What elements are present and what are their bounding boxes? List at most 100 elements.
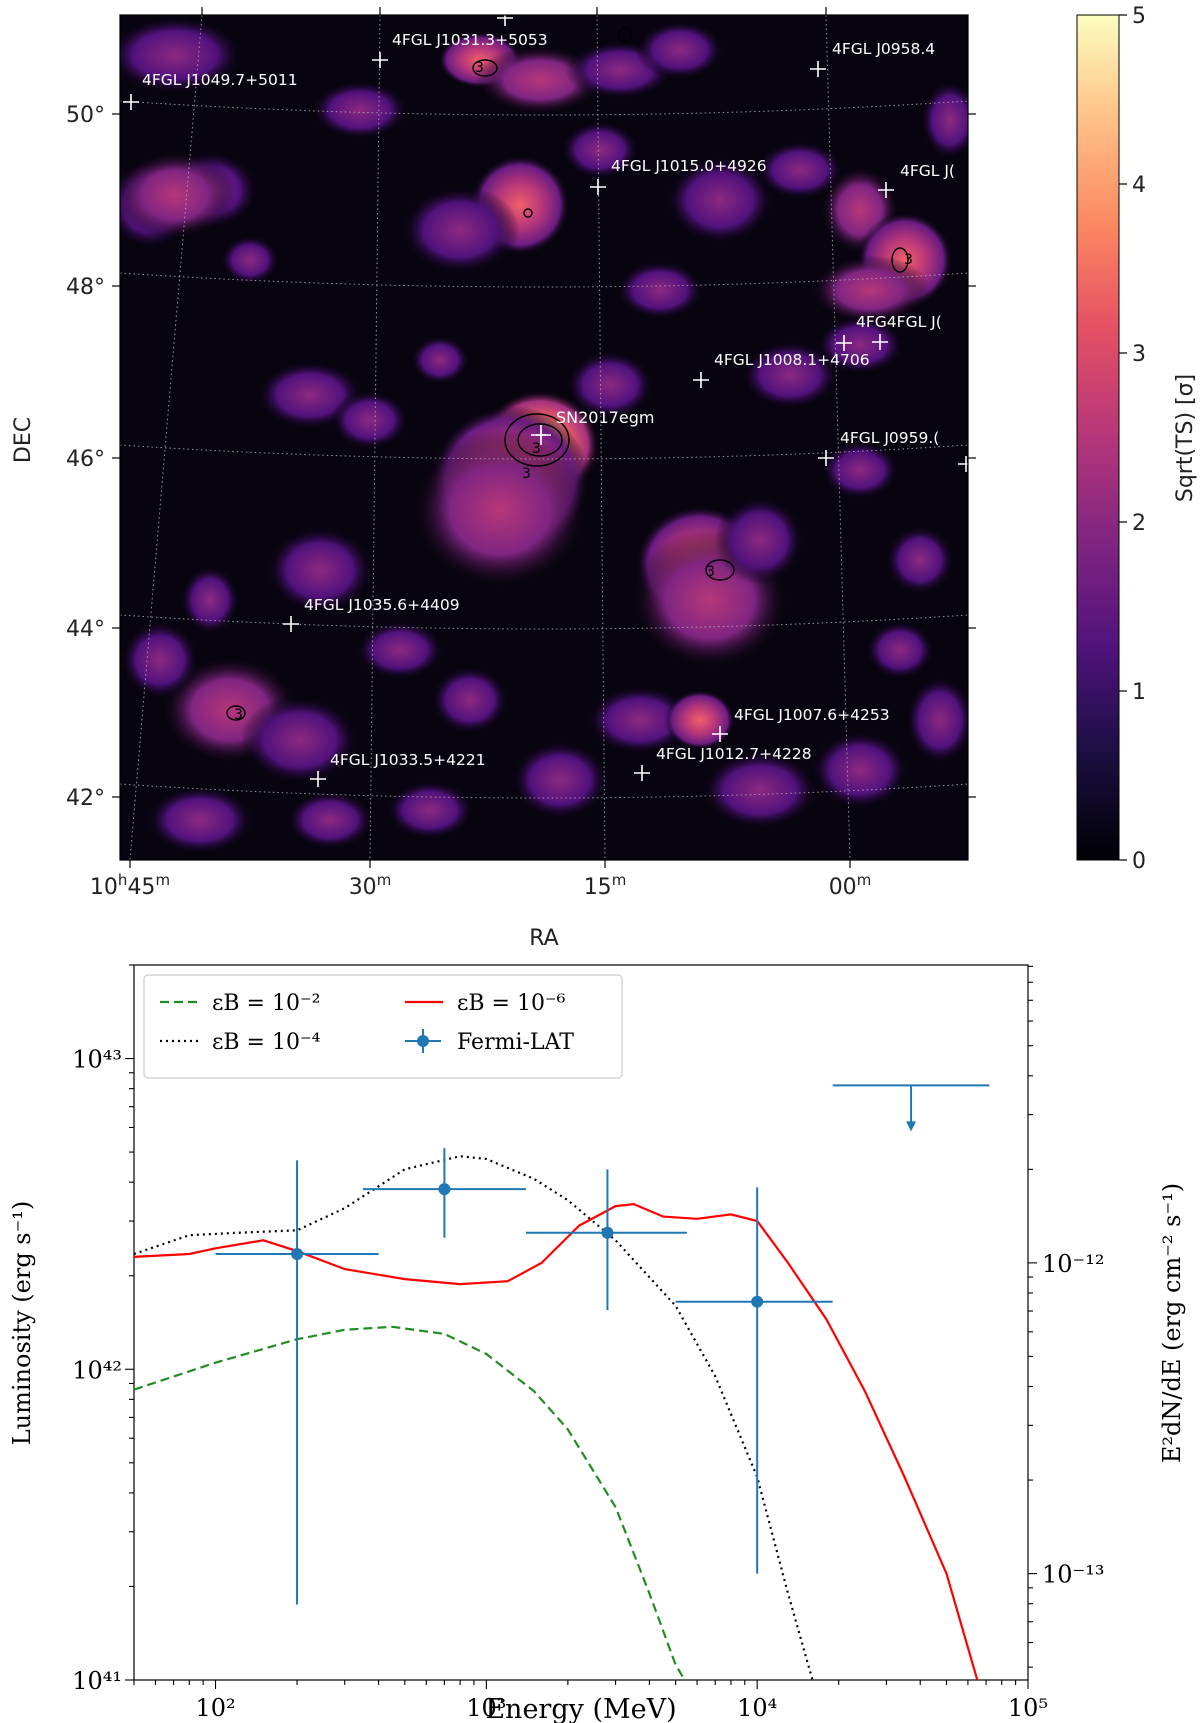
ts-contour xyxy=(226,705,246,721)
colorbar-tick-label: 3 xyxy=(1132,342,1146,367)
sed-series xyxy=(133,1084,990,1681)
sed-x-axis-label: Energy (MeV) xyxy=(485,1694,676,1723)
ra-grid-line xyxy=(129,15,203,860)
source-marker xyxy=(818,450,834,466)
dec-grid-line xyxy=(120,100,968,116)
map-x-tick-label: 30m xyxy=(349,871,392,900)
emission-blob xyxy=(120,620,200,700)
ts-contour xyxy=(517,423,563,457)
source-marker xyxy=(310,771,326,787)
ts-map-emission xyxy=(120,15,968,855)
sed-x-tick-label: 10⁴ xyxy=(737,1694,777,1722)
ts-map-frame xyxy=(119,14,969,861)
emission-blob xyxy=(715,495,805,585)
ts-contour xyxy=(891,247,909,273)
emission-blob xyxy=(400,185,520,275)
source-marker xyxy=(810,61,826,77)
source-marker xyxy=(958,456,968,472)
emission-blob xyxy=(240,695,360,785)
contour-level-label: 3 xyxy=(522,466,531,482)
source-marker xyxy=(878,182,894,198)
dec-grid-line xyxy=(120,272,968,288)
sed-y-right-tick-label: 10⁻¹³ xyxy=(1042,1561,1104,1589)
source-label: 4FGL J1007.6+4253 xyxy=(734,706,890,724)
emission-blob xyxy=(920,80,968,160)
map-x-tick-label: 00m xyxy=(829,871,872,900)
source-marker xyxy=(836,335,852,351)
emission-blob xyxy=(120,150,235,240)
colorbar-tick-label: 5 xyxy=(1132,4,1146,29)
colorbar-ticks: 0 1 2 3 4 5 xyxy=(1119,4,1146,874)
emission-blob xyxy=(810,730,910,810)
ts-contour xyxy=(504,413,570,467)
target-label: SN2017egm xyxy=(556,408,654,427)
map-y-tick-label: 44° xyxy=(66,617,105,642)
source-label: 4FGL J( xyxy=(900,162,955,180)
source-label: 4FGL J1035.6+4409 xyxy=(304,596,460,614)
source-label: 4FGL J1015.0+4926 xyxy=(611,157,767,175)
ts-contour xyxy=(618,27,632,43)
fermi-lat-upper-limit-head xyxy=(906,1121,917,1132)
sed-panel: 10² 10³ 10⁴ 10⁵ 10⁴¹ 10⁴² 10⁴³ 10⁻¹³ 10⁻¹² Energ… xyxy=(8,964,1186,1723)
map-y-tick-label: 46° xyxy=(66,447,105,472)
source-label: 4FG4FGL J( xyxy=(856,313,942,331)
source-marker xyxy=(372,52,388,68)
legend-label: εB = 10⁻⁶ xyxy=(457,991,566,1016)
source-marker xyxy=(693,372,709,388)
dec-grid-line xyxy=(120,783,968,799)
emission-blob xyxy=(885,525,955,595)
contour-level-label: 3 xyxy=(475,60,484,76)
map-x-axis-label: RA xyxy=(529,926,558,951)
map-x-tick-label: 10h45m xyxy=(90,871,170,900)
fermi-lat-point xyxy=(438,1183,451,1196)
source-label: 4FGL J1049.7+5011 xyxy=(142,71,298,89)
emission-blob xyxy=(905,675,968,765)
contour-level-label: 3 xyxy=(234,707,243,723)
emission-blob xyxy=(355,620,445,680)
sed-plot-frame xyxy=(133,964,1029,1681)
emission-blob xyxy=(430,665,510,735)
emission-blob xyxy=(700,750,820,830)
emission-blob xyxy=(865,620,935,680)
emission-blob xyxy=(755,140,845,200)
source-label: 4FGL J0958.4 xyxy=(832,40,935,58)
emission-blob xyxy=(615,260,705,320)
source-marker xyxy=(123,94,139,110)
emission-blob xyxy=(385,780,475,840)
emission-blob xyxy=(310,80,410,140)
emission-blob xyxy=(220,235,280,285)
source-label: 4FGL J1008.1+4706 xyxy=(714,351,870,369)
colorbar-tick-label: 2 xyxy=(1132,511,1146,536)
ts-contour xyxy=(523,208,533,218)
fermi-lat-point xyxy=(601,1226,614,1239)
emission-blob xyxy=(740,340,840,410)
map-y-tick-label: 48° xyxy=(66,275,105,300)
source-label: 4FGL J0959.( xyxy=(840,429,939,447)
emission-blob xyxy=(565,350,655,420)
emission-blob xyxy=(180,565,240,635)
map-y-tick-label: 42° xyxy=(66,786,105,811)
source-marker xyxy=(634,765,650,781)
source-markers: 4FGL J1049.7+5011 4FGL J1031.3+5053 4FGL J… xyxy=(123,15,968,787)
sed-x-tick-label: 10² xyxy=(195,1694,235,1722)
map-axis-ticks: 50° 48° 46° 44° 42° 10h45m 30m 15m 00m xyxy=(66,7,976,900)
emission-blob xyxy=(410,335,470,385)
sed-legend: εB = 10⁻² εB = 10⁻⁴ εB = 10⁻⁶ Fermi-LAT xyxy=(143,974,623,1079)
colorbar-label: Sqrt(TS) [σ] xyxy=(1173,374,1198,502)
ra-grid-line xyxy=(596,15,606,860)
emission-blob xyxy=(585,685,695,755)
emission-blob xyxy=(510,740,610,820)
ra-grid-line xyxy=(369,15,381,860)
coordinate-grid xyxy=(120,15,968,860)
map-y-tick-label: 50° xyxy=(66,103,105,128)
legend-label: εB = 10⁻² xyxy=(212,991,320,1016)
sed-y-axis-label: Luminosity (erg s⁻¹) xyxy=(8,1201,36,1446)
sed-y-tick-label: 10⁴³ xyxy=(72,1046,122,1074)
fermi-lat-point xyxy=(751,1295,764,1308)
emission-blob xyxy=(635,20,725,80)
ts-contour xyxy=(705,559,735,581)
